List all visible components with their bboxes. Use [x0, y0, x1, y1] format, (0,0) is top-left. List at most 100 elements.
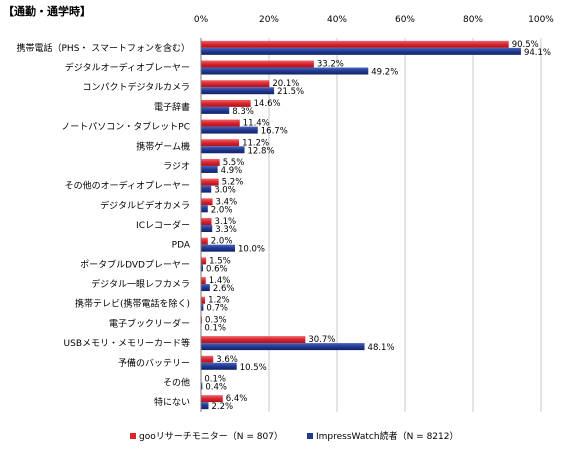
category-label: 電子辞書	[154, 101, 190, 113]
value-labels: 90.5%94.1% 33.2% 49.2% 20.1%21.5% 14.6%8.3% 1…	[204, 40, 551, 412]
data-label: 30.7%	[308, 335, 335, 345]
chart-title: 【通勤・通学時】	[3, 4, 91, 18]
legend-swatch	[307, 433, 313, 439]
category-label: 予備のバッテリー	[118, 357, 190, 369]
bar-impress	[201, 402, 209, 410]
data-label: 0.6%	[206, 264, 228, 274]
data-label: 10.5%	[240, 363, 267, 373]
bar-goo	[201, 218, 212, 225]
x-axis-ticks: 0% 20% 40% 60% 80% 100%	[194, 15, 554, 25]
data-label: 90.5%	[512, 40, 539, 50]
bar-impress	[201, 343, 365, 351]
bar-goo	[201, 395, 223, 403]
bar-goo	[201, 99, 251, 107]
data-label: 1.2%	[208, 296, 230, 306]
category-label: ノートパソコン・タブレットPC	[61, 121, 190, 133]
bar-impress	[201, 264, 204, 272]
bar-goo	[201, 139, 240, 147]
category-label: その他	[163, 376, 190, 388]
category-label: その他のオーディオプレーヤー	[65, 180, 190, 192]
bar-impress	[201, 205, 208, 213]
data-label: 5.5%	[223, 158, 245, 168]
data-label: 11.2%	[242, 138, 269, 148]
legend-label: gooリサーチモニター（N = 807）	[139, 431, 283, 442]
data-label: 2.0%	[211, 237, 233, 247]
bar-goo	[201, 336, 306, 344]
bar-impress	[201, 146, 245, 154]
bar-impress	[201, 165, 218, 173]
data-label: 0.1%	[204, 323, 226, 333]
bar-goo	[201, 158, 220, 166]
bar-goo	[201, 296, 206, 304]
bar-goo	[201, 40, 509, 48]
data-label: 4.9%	[221, 166, 243, 176]
bar-impress	[201, 225, 213, 232]
bar-impress	[201, 47, 521, 55]
category-label: 電子ブックリーダー	[109, 317, 190, 329]
x-tick-label: 40%	[327, 15, 347, 25]
bar-impress	[201, 185, 212, 193]
category-label: 特にない	[154, 396, 190, 408]
x-tick-label: 60%	[395, 15, 415, 25]
data-label: 3.4%	[216, 197, 238, 207]
category-label: デジタルオーディオプレーヤー	[65, 62, 190, 74]
bar-impress	[201, 106, 230, 114]
category-label: ICレコーダー	[136, 219, 190, 231]
category-label: 携帯電話（PHS・ スマートフォンを含む）	[17, 42, 191, 54]
bar-goo	[201, 316, 203, 324]
bar-impress	[201, 67, 369, 75]
data-label: 0.7%	[206, 304, 228, 314]
data-label: 1.4%	[209, 276, 231, 286]
x-tick-label: 0%	[194, 15, 209, 25]
x-tick-label: 20%	[259, 15, 279, 25]
bar-impress	[201, 382, 203, 390]
category-label: ラジオ	[163, 161, 190, 172]
legend-label: ImpressWatch読者（N = 8212）	[316, 430, 458, 442]
data-label: 14.6%	[254, 99, 281, 109]
data-label: 5.2%	[222, 178, 244, 188]
data-label: 48.1%	[368, 343, 395, 353]
bar-impress	[201, 126, 258, 134]
data-label: 12.8%	[248, 146, 275, 156]
data-label: 20.1%	[272, 79, 299, 89]
data-label: 3.3%	[215, 225, 237, 235]
x-tick-label: 80%	[463, 15, 483, 25]
data-label: 49.2%	[371, 68, 398, 78]
data-label: 21.5%	[277, 87, 304, 97]
x-tick-label: 100%	[528, 15, 554, 25]
category-label: PDA	[172, 241, 191, 251]
data-label: 16.7%	[261, 127, 288, 137]
bar-goo	[201, 119, 240, 127]
category-label: ポータブルDVDプレーヤー	[80, 258, 190, 270]
data-label: 8.3%	[232, 107, 254, 117]
bar-impress	[201, 284, 210, 292]
data-label: 1.5%	[209, 256, 231, 266]
data-label: 6.4%	[226, 394, 248, 404]
data-label: 11.4%	[243, 119, 270, 129]
bars	[201, 40, 521, 410]
category-label: デジタル一眼レフカメラ	[91, 278, 190, 290]
category-label: 携帯ゲーム機	[136, 140, 190, 152]
bar-impress	[201, 362, 237, 370]
bar-impress	[201, 87, 275, 95]
bar-goo	[201, 80, 270, 88]
data-label: 3.0%	[214, 186, 236, 196]
category-label: デジタルビデオカメラ	[100, 199, 190, 211]
category-label: コンパクトデジタルカメラ	[82, 81, 190, 93]
data-label: 33.2%	[317, 60, 344, 70]
category-label: USBメモリ・メモリーカード等	[64, 337, 190, 349]
bar-impress	[201, 244, 235, 252]
data-label: 2.0%	[211, 205, 233, 215]
category-label: 携帯テレビ(携帯電話を除く)	[75, 298, 190, 310]
data-label: 0.1%	[204, 374, 226, 384]
bar-goo	[201, 237, 208, 245]
legend-swatch	[130, 433, 136, 439]
bar-goo	[201, 198, 213, 206]
data-label: 2.6%	[213, 284, 235, 294]
data-label: 0.4%	[205, 382, 227, 392]
data-label: 94.1%	[524, 48, 551, 58]
bar-goo	[201, 355, 214, 363]
legend: gooリサーチモニター（N = 807） ImpressWatch読者（N = 8…	[130, 430, 458, 442]
bar-goo	[201, 257, 207, 265]
